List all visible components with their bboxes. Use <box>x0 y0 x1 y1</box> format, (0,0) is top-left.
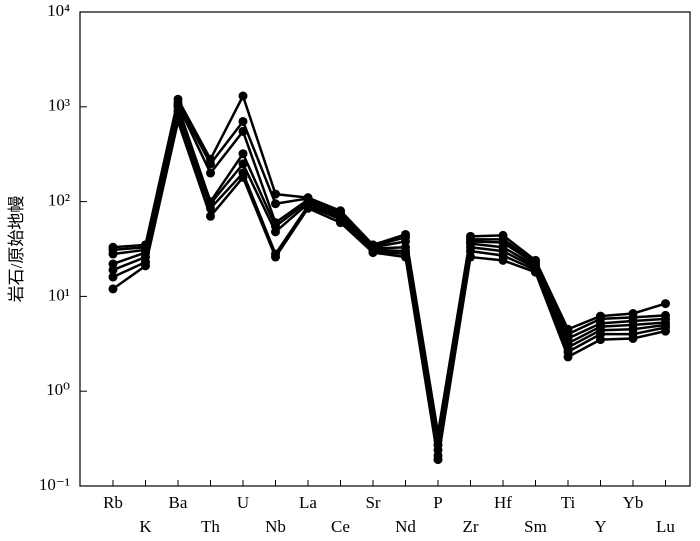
series-line <box>112 94 666 435</box>
data-point <box>108 259 118 269</box>
data-point <box>368 240 378 250</box>
x-tick-label: U <box>237 493 249 512</box>
data-point <box>271 249 280 259</box>
data-point <box>206 154 215 164</box>
data-point <box>238 149 248 159</box>
x-tick-label: Ti <box>561 493 576 512</box>
data-point <box>108 284 118 294</box>
data-point <box>141 240 150 250</box>
data-point <box>238 168 248 178</box>
data-point <box>466 231 475 241</box>
x-tick-label: Rb <box>103 493 123 512</box>
x-tick-label: Sm <box>524 517 547 536</box>
data-point <box>238 116 248 126</box>
data-point <box>401 229 410 239</box>
data-point <box>173 94 183 104</box>
series-line <box>112 101 666 439</box>
x-tick-label: La <box>299 493 317 512</box>
x-tick-label: P <box>433 493 442 512</box>
data-point <box>206 197 215 207</box>
x-tick-label: Lu <box>656 517 675 536</box>
x-tick-label: Ce <box>331 517 350 536</box>
x-tick-label: Nb <box>265 517 286 536</box>
x-tick-label: K <box>139 517 152 536</box>
data-point <box>628 309 638 319</box>
data-point <box>498 230 508 240</box>
x-tick-label: Zr <box>462 517 478 536</box>
data-point <box>303 193 313 203</box>
data-point <box>336 206 345 216</box>
data-point <box>271 199 280 209</box>
series-line <box>112 103 666 443</box>
data-point <box>238 91 248 101</box>
data-point <box>238 126 248 136</box>
data-point <box>271 189 280 199</box>
series-line <box>112 105 666 447</box>
data-point <box>563 324 573 334</box>
x-tick-label: Y <box>594 517 606 536</box>
data-point <box>661 310 670 320</box>
x-tick-label: Th <box>201 517 220 536</box>
y-tick-label: 10¹ <box>48 285 70 304</box>
y-tick-label: 10² <box>48 191 70 210</box>
plot-frame <box>79 11 691 487</box>
y-tick-label: 10⁴ <box>47 1 70 20</box>
data-point <box>531 255 540 265</box>
data-point <box>206 211 215 221</box>
y-tick-label: 10⁰ <box>46 380 70 399</box>
y-axis-label: 岩石/原始地幔 <box>7 196 26 303</box>
data-point <box>433 428 443 438</box>
x-tick-label: Ba <box>169 493 188 512</box>
data-point <box>596 311 605 321</box>
x-tick-label: Sr <box>365 493 380 512</box>
x-tick-label: Nd <box>395 517 416 536</box>
data-point <box>238 159 248 169</box>
data-point <box>206 168 215 178</box>
series-line <box>112 114 666 457</box>
data-point <box>271 218 280 228</box>
series-line <box>112 120 666 461</box>
y-tick-label: 10³ <box>48 96 70 115</box>
data-point <box>108 272 118 282</box>
y-tick-label: 10⁻¹ <box>39 475 70 494</box>
x-tick-label: Hf <box>494 493 512 512</box>
data-point <box>661 299 670 309</box>
x-tick-label: Yb <box>623 493 644 512</box>
data-point <box>108 242 118 252</box>
